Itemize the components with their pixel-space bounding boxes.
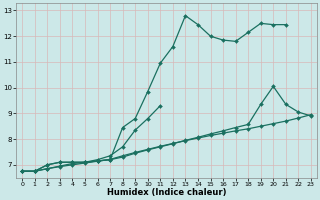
X-axis label: Humidex (Indice chaleur): Humidex (Indice chaleur) [107,188,226,197]
